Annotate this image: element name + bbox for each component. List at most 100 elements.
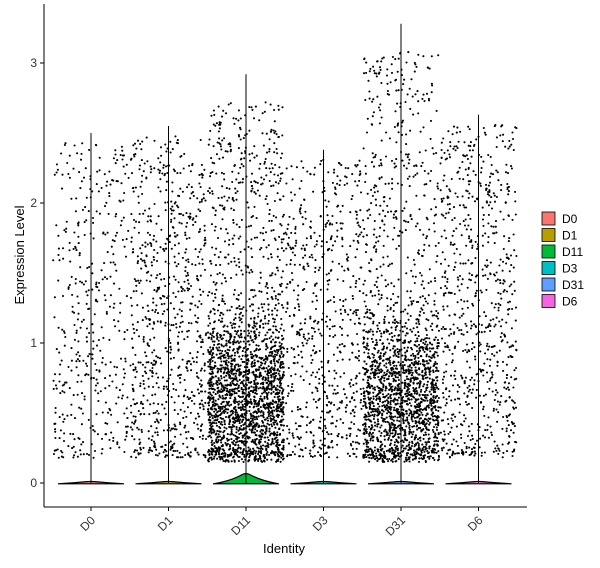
cell-point	[226, 367, 229, 370]
cell-point	[274, 273, 277, 276]
cell-point	[116, 421, 119, 424]
cell-point	[272, 355, 275, 358]
cell-point	[268, 403, 272, 406]
cell-point	[237, 444, 240, 447]
cell-point	[240, 157, 243, 160]
cell-point	[258, 167, 261, 170]
cell-point	[290, 346, 293, 349]
cell-point	[196, 351, 199, 354]
cell-point	[231, 180, 234, 184]
cell-point	[212, 145, 215, 148]
cell-point	[269, 369, 272, 372]
cell-point	[131, 428, 134, 431]
cell-point	[259, 395, 262, 398]
cell-point	[189, 436, 192, 439]
cell-point	[376, 436, 379, 439]
cell-point	[289, 280, 292, 283]
cell-point	[73, 231, 76, 234]
cell-point	[272, 406, 275, 409]
cell-point	[277, 182, 280, 185]
cell-point	[159, 296, 162, 300]
cell-point	[290, 199, 293, 202]
cell-point	[335, 419, 338, 422]
cell-point	[265, 151, 269, 154]
cell-point	[223, 137, 226, 140]
cell-point	[268, 337, 271, 340]
cell-point	[262, 310, 265, 313]
cell-point	[170, 396, 173, 399]
cell-point	[240, 321, 243, 324]
cell-point	[348, 434, 351, 437]
cell-point	[380, 116, 383, 119]
cell-point	[162, 164, 165, 167]
cell-point	[139, 385, 142, 388]
cell-point	[230, 354, 234, 357]
cell-point	[350, 421, 353, 424]
cell-point	[70, 369, 73, 372]
cell-point	[253, 156, 256, 159]
cell-point	[91, 357, 94, 360]
cell-point	[92, 377, 95, 380]
cell-point	[354, 282, 357, 285]
cell-point	[78, 406, 81, 409]
cell-point	[87, 210, 90, 213]
cell-point	[151, 351, 154, 354]
cell-point	[273, 151, 276, 154]
cell-point	[223, 376, 226, 379]
cell-point	[271, 272, 274, 275]
cell-point	[294, 225, 297, 228]
cell-point	[401, 364, 404, 367]
cell-point	[255, 385, 258, 388]
cell-point	[432, 371, 435, 374]
cell-point	[139, 412, 142, 415]
cell-point	[282, 429, 285, 432]
cell-point	[222, 300, 225, 303]
cell-point	[221, 300, 224, 303]
cell-point	[242, 374, 245, 377]
cell-point	[267, 257, 270, 260]
cell-point	[259, 411, 262, 414]
cell-point	[279, 156, 282, 160]
cell-point	[203, 224, 206, 227]
cell-point	[248, 386, 251, 389]
cell-point	[260, 374, 263, 377]
cell-point	[223, 409, 226, 412]
cell-point	[338, 162, 341, 165]
cell-point	[262, 226, 265, 229]
cell-point	[149, 280, 152, 283]
cell-point	[228, 404, 231, 407]
cell-point	[212, 396, 215, 399]
cell-point	[384, 279, 387, 282]
cell-point	[271, 415, 275, 418]
cell-point	[178, 451, 181, 454]
cell-point	[101, 356, 104, 360]
cell-point	[137, 428, 140, 431]
cell-point	[280, 456, 283, 459]
cell-point	[337, 204, 340, 207]
cell-point	[83, 398, 86, 401]
cell-point	[157, 386, 160, 389]
cell-point	[234, 419, 237, 422]
cell-point	[179, 373, 182, 376]
cell-point	[352, 408, 355, 411]
cell-point	[279, 285, 282, 288]
cell-point	[147, 437, 150, 440]
cell-point	[182, 416, 185, 419]
cell-point	[241, 403, 244, 406]
cell-point	[270, 274, 273, 277]
cell-point	[333, 300, 336, 304]
cell-point	[216, 236, 220, 240]
cell-point	[252, 341, 255, 344]
cell-point	[91, 288, 94, 291]
cell-point	[254, 452, 257, 455]
cell-point	[281, 389, 284, 393]
cell-point	[320, 360, 323, 363]
cell-point	[123, 338, 126, 341]
cell-point	[137, 361, 140, 364]
cell-point	[423, 243, 426, 246]
cell-point	[109, 183, 112, 186]
cell-point	[231, 382, 234, 385]
cell-point	[356, 239, 359, 243]
cell-point	[277, 293, 280, 296]
cell-point	[129, 404, 133, 407]
